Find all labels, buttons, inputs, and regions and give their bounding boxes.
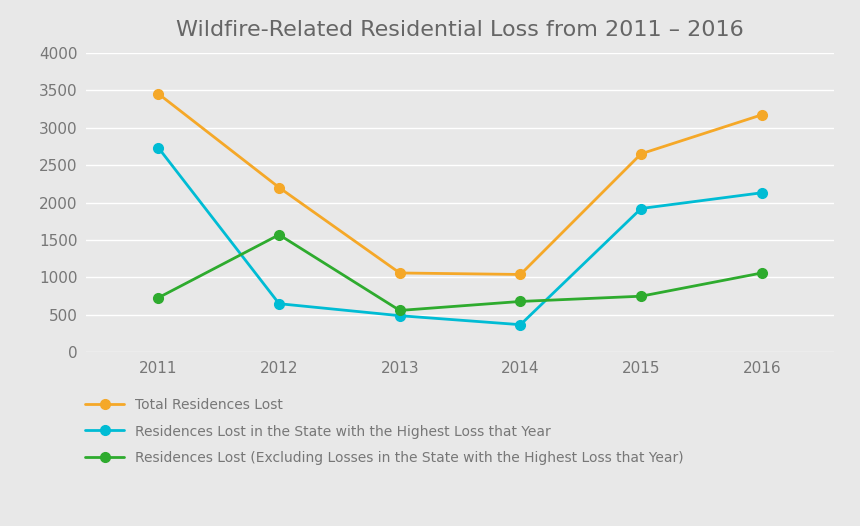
Total Residences Lost	[274, 185, 285, 191]
Residences Lost in the State with the Highest Loss that Year	[757, 189, 767, 196]
Total Residences Lost	[395, 270, 405, 276]
Residences Lost (Excluding Losses in the State with the Highest Loss that Year)	[153, 295, 163, 301]
Residences Lost (Excluding Losses in the State with the Highest Loss that Year)	[636, 293, 646, 299]
Line: Total Residences Lost: Total Residences Lost	[154, 89, 766, 279]
Residences Lost (Excluding Losses in the State with the Highest Loss that Year)	[515, 298, 525, 305]
Residences Lost in the State with the Highest Loss that Year	[636, 205, 646, 211]
Total Residences Lost	[636, 150, 646, 157]
Residences Lost in the State with the Highest Loss that Year	[515, 321, 525, 328]
Residences Lost in the State with the Highest Loss that Year	[274, 300, 285, 307]
Total Residences Lost	[515, 271, 525, 278]
Residences Lost (Excluding Losses in the State with the Highest Loss that Year)	[757, 270, 767, 276]
Total Residences Lost	[757, 112, 767, 118]
Title: Wildfire-Related Residential Loss from 2011 – 2016: Wildfire-Related Residential Loss from 2…	[176, 20, 744, 40]
Residences Lost (Excluding Losses in the State with the Highest Loss that Year)	[395, 307, 405, 313]
Line: Residences Lost (Excluding Losses in the State with the Highest Loss that Year): Residences Lost (Excluding Losses in the…	[154, 230, 766, 315]
Total Residences Lost	[153, 90, 163, 97]
Legend: Total Residences Lost, Residences Lost in the State with the Highest Loss that Y: Total Residences Lost, Residences Lost i…	[85, 398, 684, 466]
Residences Lost in the State with the Highest Loss that Year	[395, 312, 405, 319]
Line: Residences Lost in the State with the Highest Loss that Year: Residences Lost in the State with the Hi…	[154, 143, 766, 330]
Residences Lost (Excluding Losses in the State with the Highest Loss that Year)	[274, 231, 285, 238]
Residences Lost in the State with the Highest Loss that Year	[153, 145, 163, 151]
